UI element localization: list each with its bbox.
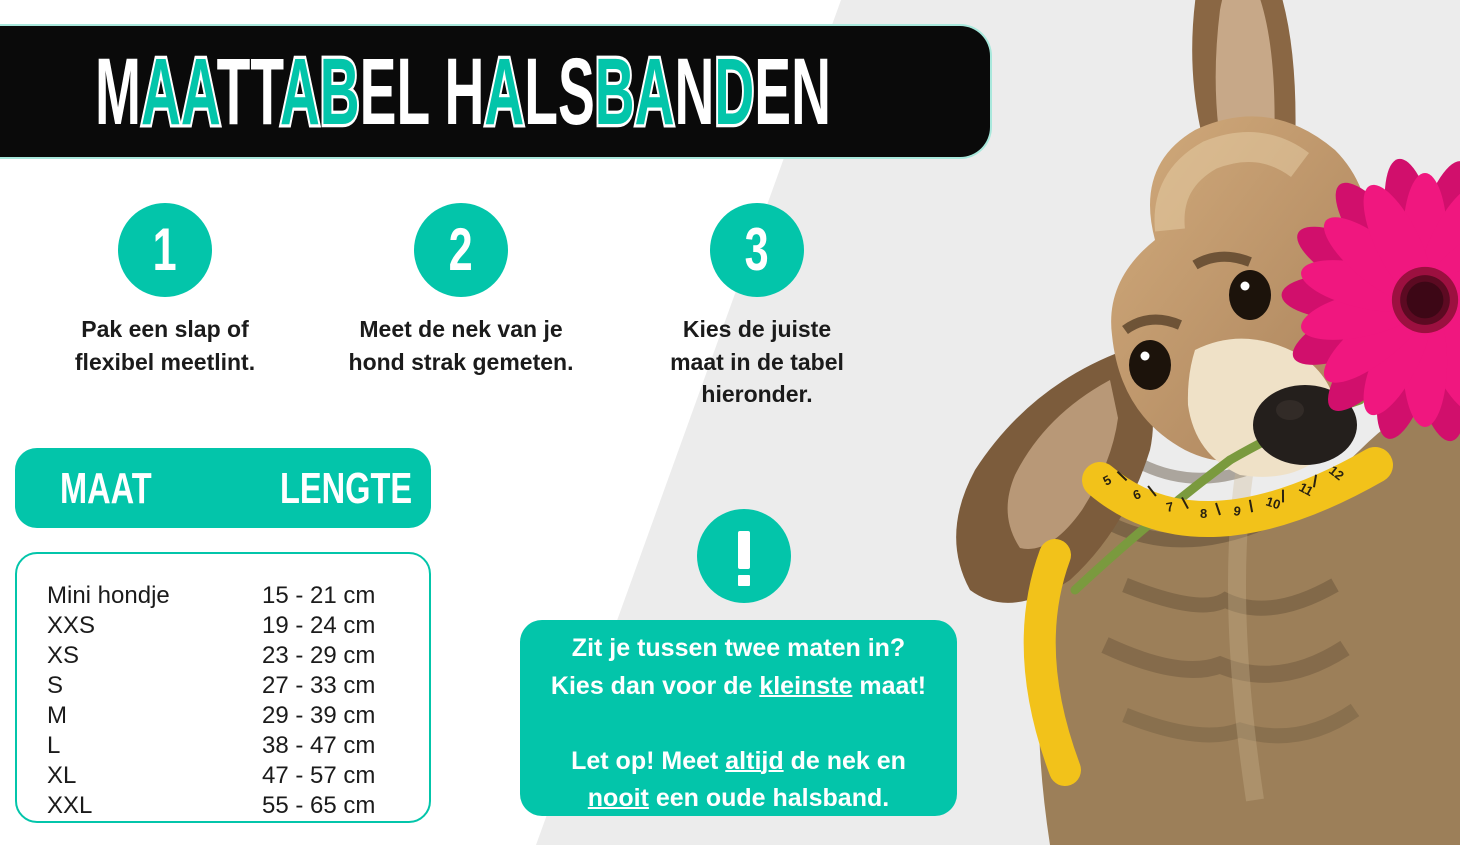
svg-text:8: 8	[1200, 506, 1207, 521]
